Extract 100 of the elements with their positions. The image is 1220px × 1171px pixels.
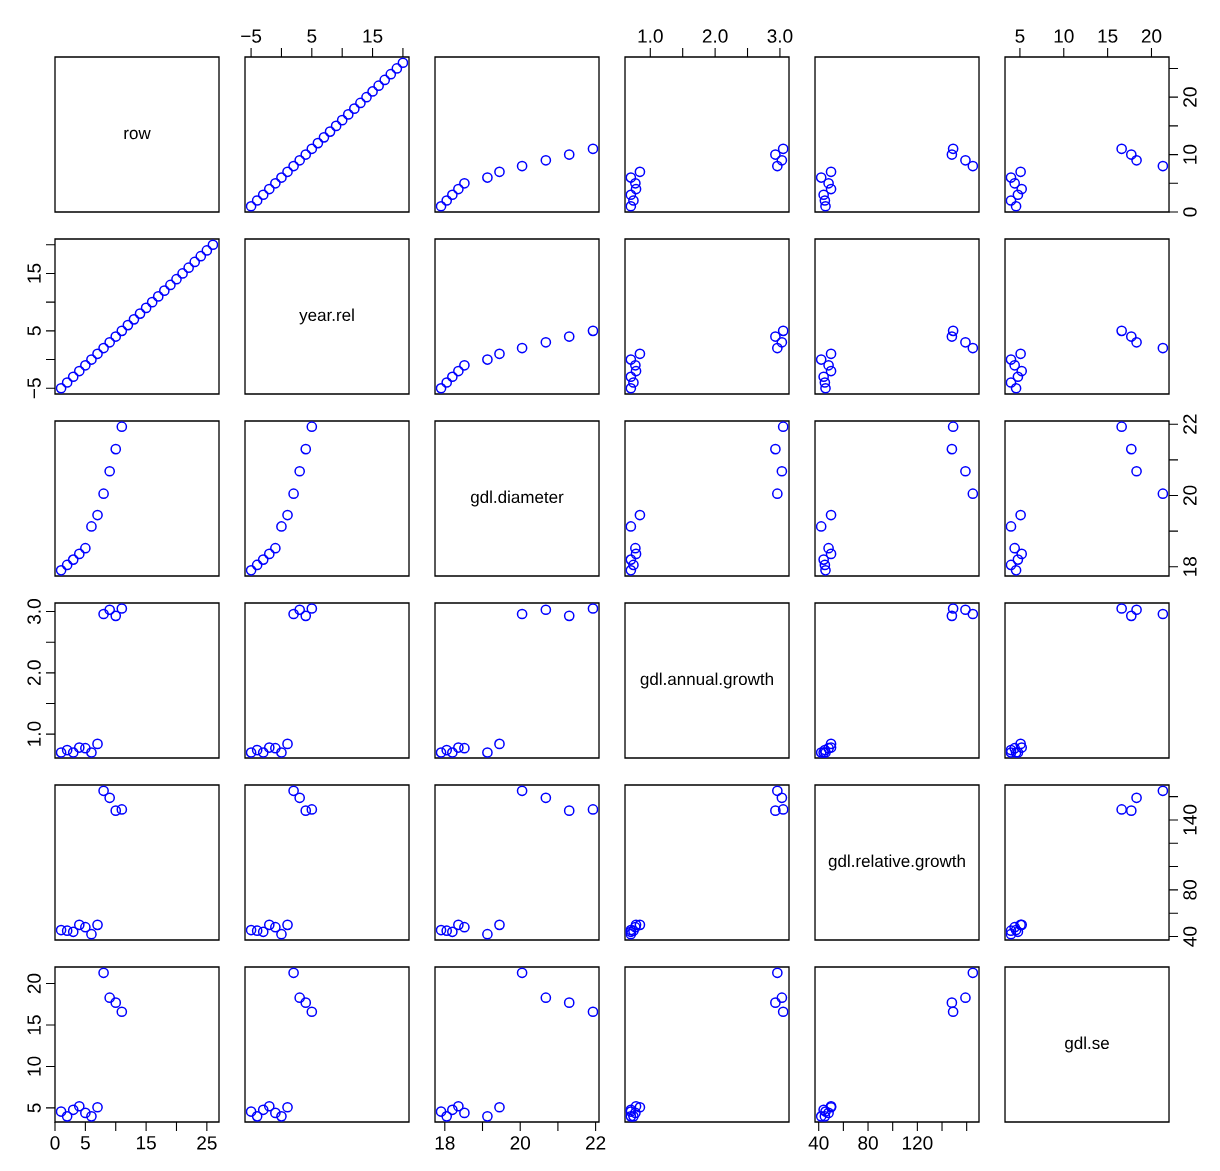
point — [98, 342, 109, 354]
point — [1116, 804, 1128, 815]
point — [815, 521, 827, 532]
point — [1116, 421, 1128, 433]
point — [276, 521, 287, 532]
x-tick-label: 1.0 — [638, 29, 663, 43]
point — [257, 189, 269, 201]
point — [494, 919, 505, 931]
point — [563, 610, 575, 622]
point — [397, 57, 409, 69]
point — [819, 195, 831, 206]
point — [146, 296, 158, 308]
point — [1015, 738, 1026, 750]
point — [947, 603, 959, 614]
point — [563, 805, 575, 816]
point — [1131, 604, 1142, 616]
point — [73, 1100, 85, 1112]
point — [947, 325, 959, 337]
point — [634, 919, 646, 931]
point — [1016, 742, 1028, 753]
point — [245, 747, 257, 758]
point — [288, 160, 299, 172]
point — [771, 342, 783, 354]
point — [1157, 342, 1169, 354]
y-tick-label: 3.0 — [27, 599, 41, 625]
point — [625, 554, 637, 565]
point — [189, 256, 201, 268]
point — [1005, 521, 1017, 532]
x-tick-label: 18 — [435, 1136, 455, 1150]
point — [1005, 559, 1017, 571]
point — [276, 172, 287, 183]
point — [459, 921, 470, 933]
point — [1125, 149, 1137, 160]
point — [306, 804, 318, 815]
point — [630, 365, 642, 377]
point — [587, 804, 599, 815]
point — [104, 992, 116, 1004]
point — [282, 1101, 293, 1113]
point — [946, 443, 958, 455]
point — [1005, 195, 1017, 206]
point — [1116, 143, 1128, 155]
point — [540, 604, 552, 616]
point — [563, 997, 575, 1008]
point — [540, 792, 552, 804]
point — [441, 377, 453, 388]
x-tick-label: 15 — [363, 29, 383, 43]
point — [1125, 805, 1137, 816]
x-tick-label: 80 — [858, 1136, 878, 1150]
point — [300, 149, 312, 160]
y-tick-label: 20 — [1183, 87, 1197, 107]
point — [818, 189, 829, 201]
point — [1015, 166, 1026, 178]
point — [98, 967, 109, 979]
point — [494, 348, 505, 360]
point — [116, 1006, 128, 1018]
point — [270, 177, 281, 189]
point — [288, 488, 299, 500]
point — [251, 195, 263, 206]
point — [1012, 554, 1024, 565]
point — [270, 921, 281, 933]
point — [770, 443, 781, 455]
point — [86, 521, 97, 532]
point — [294, 792, 306, 804]
point — [276, 747, 287, 758]
point — [540, 992, 552, 1004]
point — [288, 608, 299, 620]
x-tick-label: 40 — [808, 1136, 829, 1150]
point — [818, 371, 829, 383]
point — [516, 160, 528, 172]
point — [92, 919, 103, 931]
point — [776, 154, 788, 166]
point — [282, 166, 293, 178]
point — [960, 154, 971, 166]
point — [459, 177, 470, 189]
point — [820, 564, 831, 576]
point — [630, 359, 641, 371]
point — [86, 928, 97, 940]
point — [270, 742, 281, 754]
point — [306, 143, 318, 155]
point — [86, 747, 97, 758]
point — [1012, 371, 1024, 383]
point — [104, 465, 116, 477]
y-tick-label: −5 — [27, 378, 41, 399]
point — [122, 319, 134, 331]
x-tick-label: 20 — [1141, 29, 1162, 43]
point — [587, 143, 599, 155]
point — [55, 382, 67, 394]
point — [73, 919, 85, 931]
point — [1009, 542, 1021, 554]
point — [104, 336, 116, 348]
point — [447, 371, 458, 383]
x-tick-label: 15 — [137, 1136, 156, 1150]
point — [771, 160, 783, 172]
point — [453, 742, 464, 753]
point — [245, 1106, 257, 1117]
point — [1005, 377, 1017, 388]
point — [628, 195, 639, 206]
y-tick-label: 18 — [1183, 557, 1197, 576]
point — [257, 747, 269, 758]
point — [946, 997, 958, 1008]
